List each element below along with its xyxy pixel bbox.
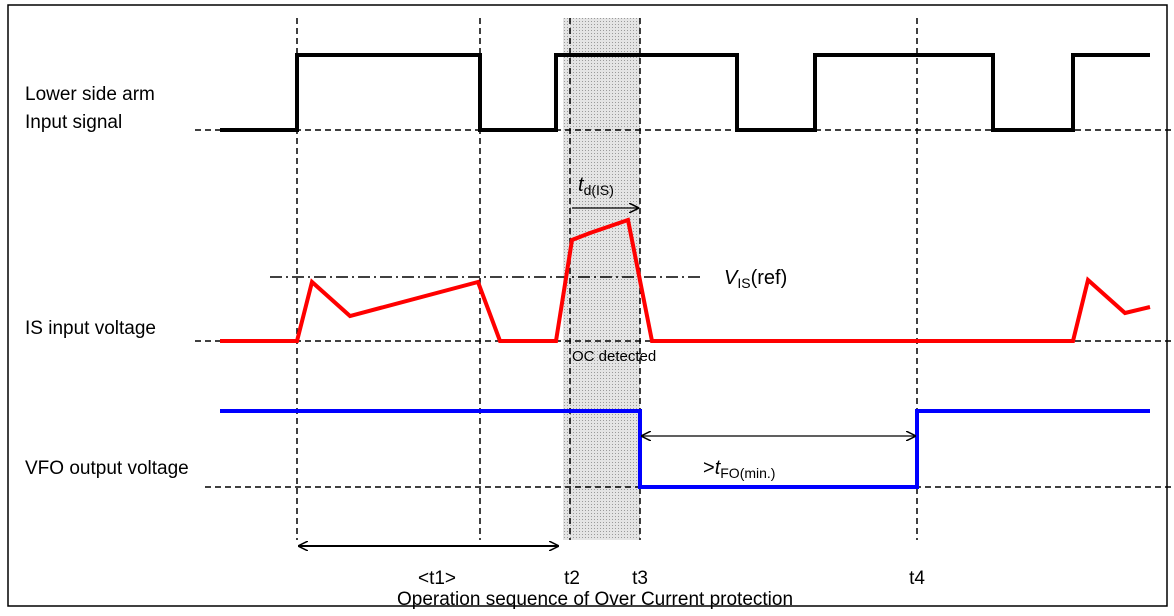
frame <box>7 4 1168 607</box>
t1-label: <t1> <box>418 568 456 589</box>
t3-label: t3 <box>632 568 648 589</box>
tfo-label: >tFO(min.) <box>703 457 775 481</box>
oc-label: OC detected <box>572 348 656 365</box>
shaded-region <box>563 18 640 540</box>
t4-label: t4 <box>909 568 925 589</box>
vfo-signal <box>220 409 1150 489</box>
guides <box>195 18 1174 540</box>
label: Lower side arm <box>25 84 155 105</box>
vis-label: VIS(ref) <box>724 267 787 291</box>
arrows <box>299 208 915 546</box>
input-signal <box>220 53 1150 132</box>
td-label: td(IS) <box>578 174 614 198</box>
caption: Operation sequence of Over Current prote… <box>397 589 793 610</box>
is-signal <box>220 217 1151 343</box>
t2-label: t2 <box>564 568 580 589</box>
label: VFO output voltage <box>25 458 189 479</box>
label: Input signal <box>25 112 122 133</box>
label: IS input voltage <box>25 318 156 339</box>
